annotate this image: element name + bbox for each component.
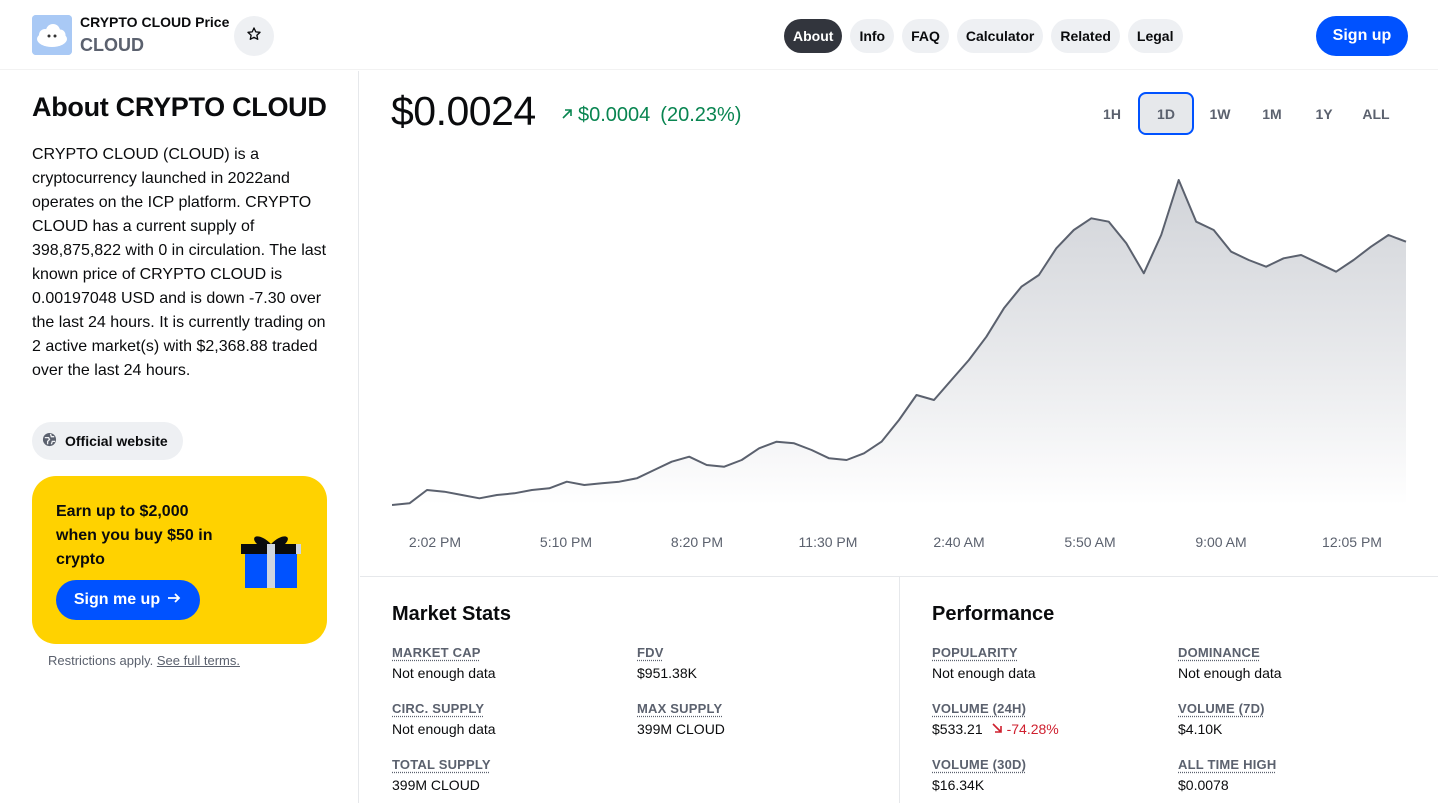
nav-legal[interactable]: Legal [1127, 19, 1183, 53]
cloud-logo-icon [32, 15, 72, 55]
range-1h[interactable]: 1H [1103, 105, 1121, 122]
current-price: $0.0024 [391, 88, 536, 134]
stat-value: Not enough data [392, 721, 496, 737]
x-tick-label: 2:02 PM [409, 534, 461, 550]
stat-label[interactable]: TOTAL SUPPLY [392, 757, 491, 772]
stat-total-supply: TOTAL SUPPLY 399M CLOUD [392, 757, 491, 793]
watchlist-star-button[interactable] [234, 16, 274, 56]
asset-symbol: CLOUD [80, 35, 144, 55]
about-description: CRYPTO CLOUD (CLOUD) is a cryptocurrency… [32, 146, 327, 379]
chart-price-line [392, 179, 1407, 506]
stat-value: Not enough data [392, 665, 496, 681]
price-chart[interactable]: 2:02 PM 5:10 PM 8:20 PM 11:30 PM 2:40 AM 5:50… [392, 160, 1408, 560]
market-stats-heading: Market Stats [392, 603, 511, 625]
sign-me-up-label: Sign me up [73, 591, 161, 608]
range-1y[interactable]: 1Y [1315, 105, 1333, 122]
stat-circ-supply: CIRC. SUPPLY Not enough data [392, 701, 496, 737]
x-tick-label: 11:30 PM [799, 534, 858, 550]
globe-icon [42, 432, 57, 450]
volume-change: -74.28% [991, 721, 1059, 737]
x-tick-label: 2:40 AM [933, 534, 984, 550]
performance-heading: Performance [932, 603, 1055, 625]
arrow-right-icon [166, 590, 182, 611]
stat-volume-7d: VOLUME (7D) $4.10K [1178, 701, 1265, 737]
volume-change-percent: -74.28% [1006, 721, 1059, 737]
x-tick-label: 12:05 PM [1322, 534, 1382, 550]
price-change-absolute: $0.0004 [578, 104, 651, 126]
price-change-percent: (20.23%) [660, 104, 742, 126]
range-1m[interactable]: 1M [1262, 105, 1282, 122]
stat-label[interactable]: MAX SUPPLY [637, 701, 723, 716]
restrictions-text: Restrictions apply. [48, 653, 154, 668]
x-tick-label: 9:00 AM [1195, 534, 1246, 550]
time-range-selector: 1H 1D 1W 1M 1Y ALL [1086, 92, 1402, 135]
nav-info[interactable]: Info [850, 19, 895, 53]
stat-popularity: POPULARITY Not enough data [932, 645, 1036, 681]
stat-fdv: FDV $951.38K [637, 645, 697, 681]
stat-value: Not enough data [932, 665, 1036, 681]
stat-label[interactable]: VOLUME (7D) [1178, 701, 1265, 716]
stat-label[interactable]: POPULARITY [932, 645, 1018, 660]
stat-label[interactable]: VOLUME (30D) [932, 757, 1027, 772]
range-all[interactable]: ALL [1362, 105, 1390, 122]
price-change: $0.0004 (20.23%) [560, 104, 741, 127]
stat-value: Not enough data [1178, 665, 1282, 681]
stat-value-row: $533.21 -74.28% [932, 721, 1059, 737]
stats-divider-vertical [899, 577, 900, 803]
x-tick-label: 5:50 AM [1064, 534, 1115, 550]
stat-value: $533.21 [932, 721, 983, 737]
stat-label[interactable]: ALL TIME HIGH [1178, 757, 1277, 772]
section-nav: About Info FAQ Calculator Related Legal [784, 19, 1183, 53]
arrow-down-right-icon [991, 721, 1003, 737]
nav-related[interactable]: Related [1051, 19, 1120, 53]
stat-max-supply: MAX SUPPLY 399M CLOUD [637, 701, 725, 737]
nav-about[interactable]: About [784, 19, 843, 53]
stat-value: $4.10K [1178, 721, 1223, 737]
star-icon [246, 26, 262, 47]
stat-value: 399M CLOUD [637, 721, 725, 737]
about-panel: About CRYPTO CLOUD CRYPTO CLOUD (CLOUD) … [0, 71, 359, 803]
page-title: CRYPTO CLOUD Price [80, 14, 230, 30]
stat-volume-24h: VOLUME (24H) $533.21 -74.28% [932, 701, 1059, 737]
official-website-label: Official website [65, 433, 168, 449]
range-1d[interactable]: 1D [1138, 92, 1194, 135]
stat-label[interactable]: MARKET CAP [392, 645, 481, 660]
stat-label[interactable]: FDV [637, 645, 664, 660]
stat-value: $16.34K [932, 777, 985, 793]
chart-area-fill [392, 180, 1406, 505]
sign-me-up-button[interactable]: Sign me up [56, 580, 200, 620]
about-heading: About CRYPTO CLOUD [32, 92, 327, 122]
stat-volume-30d: VOLUME (30D) $16.34K [932, 757, 1026, 793]
stat-value: 399M CLOUD [392, 777, 480, 793]
see-full-terms-link[interactable]: See full terms. [156, 653, 240, 668]
stat-market-cap: MARKET CAP Not enough data [392, 645, 496, 681]
stat-value: $0.0078 [1178, 777, 1229, 793]
sign-up-button[interactable]: Sign up [1316, 16, 1408, 56]
promo-text: Earn up to $2,000 when you buy $50 in cr… [56, 503, 213, 568]
x-tick-label: 5:10 PM [540, 534, 592, 550]
stat-label[interactable]: VOLUME (24H) [932, 701, 1027, 716]
stat-value: $951.38K [637, 665, 697, 681]
top-header: CRYPTO CLOUD Price CLOUD About Info FAQ … [0, 0, 1438, 70]
official-website-button[interactable]: Official website [32, 422, 183, 460]
x-tick-label: 8:20 PM [671, 534, 723, 550]
promo-card: Earn up to $2,000 when you buy $50 in cr… [32, 476, 327, 644]
stat-label[interactable]: CIRC. SUPPLY [392, 701, 485, 716]
arrow-up-right-icon [560, 104, 574, 127]
stat-label[interactable]: DOMINANCE [1178, 645, 1260, 660]
stat-dominance: DOMINANCE Not enough data [1178, 645, 1282, 681]
restrictions-note: Restrictions apply. See full terms. [48, 653, 240, 668]
gift-icon [239, 532, 303, 590]
stat-all-time-high: ALL TIME HIGH $0.0078 [1178, 757, 1276, 793]
nav-faq[interactable]: FAQ [902, 19, 949, 53]
range-1w[interactable]: 1W [1209, 105, 1231, 122]
nav-calculator[interactable]: Calculator [956, 19, 1044, 53]
stats-divider-horizontal [360, 576, 1438, 577]
